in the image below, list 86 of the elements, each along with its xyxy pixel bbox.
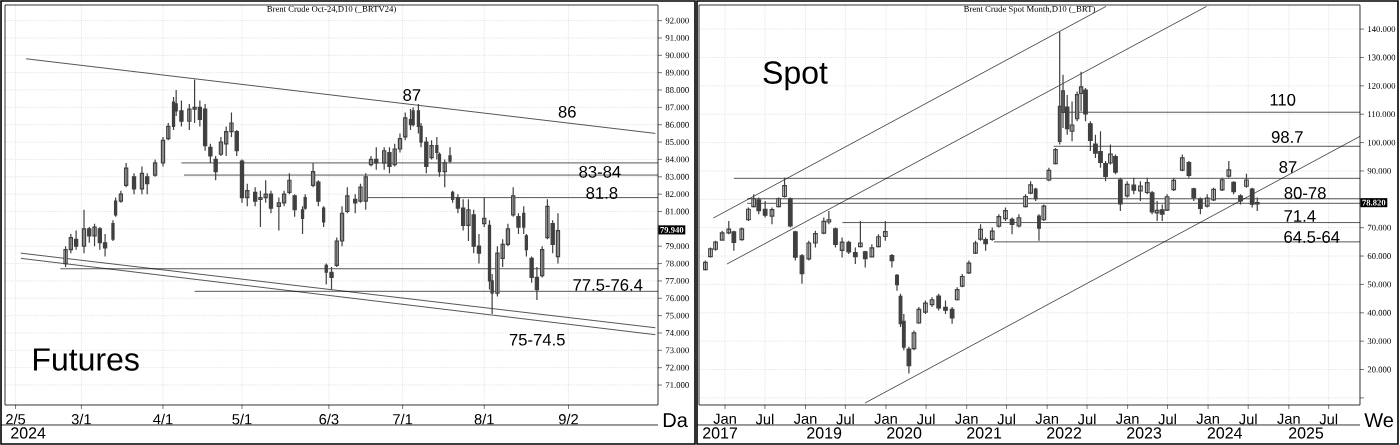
annotation: Spot [763, 61, 828, 91]
x-tick-label: Jan [793, 413, 817, 424]
text: 2022 [1047, 427, 1082, 439]
y-tick-label: 72.000 [665, 364, 689, 371]
annotation: 77.5-76.4 [573, 279, 643, 291]
y-tick-label: 73.000 [665, 347, 689, 354]
y-tick-label: 90.000 [665, 52, 689, 59]
x-tick-label: Jan [713, 413, 736, 424]
annotation: 87 [1279, 161, 1297, 173]
y-tick-label: 120.000 [1368, 82, 1396, 89]
y-tick-label: 87.000 [665, 104, 689, 111]
text: 2024 [1207, 427, 1243, 439]
x-tick-label: Jan [955, 413, 978, 424]
y-tick-label: 60.000 [1367, 253, 1391, 259]
x-tick-label: Jan [1277, 413, 1300, 424]
x-axis-title: We [1364, 413, 1394, 428]
x-tick-label: 4/1 [153, 413, 173, 425]
x-tick-label: Jul [1239, 413, 1257, 425]
annotation: 81.8 [586, 187, 618, 199]
text: 2024 [11, 427, 46, 439]
y-tick-label: 140.000 [1368, 26, 1396, 33]
x-tick-label: Jan [1116, 413, 1139, 424]
text: 2023 [1127, 427, 1162, 439]
y-tick-label: 130.000 [1368, 54, 1396, 61]
x-tick-label: Jul [916, 413, 935, 425]
annotation: 86 [558, 105, 576, 118]
text: 2025 [1289, 427, 1324, 439]
y-tick-label: 88.000 [665, 87, 689, 93]
y-tick-label: 85.000 [665, 139, 689, 146]
y-tick-label: 86.000 [665, 121, 689, 128]
chart-title: Brent Crude Oct-24,D10 (_BRTV24) [267, 5, 396, 14]
chart-title: Brent Crude Spot Month,D10 (_BRT) [963, 5, 1095, 14]
text: 2019 [807, 427, 842, 439]
x-tick-label: 7/1 [393, 413, 413, 425]
annotation: 98.7 [1271, 131, 1303, 143]
y-tick-label: 76.000 [665, 295, 689, 302]
annotation: 110 [1270, 93, 1296, 106]
y-tick-label: 71.000 [665, 382, 689, 388]
x-tick-label: Jul [836, 413, 854, 425]
x-tick-label: 3/1 [71, 413, 91, 425]
y-tick-label: 89.000 [665, 69, 689, 76]
x-tick-label: Jan [874, 413, 897, 424]
x-axis-title: Da [663, 413, 688, 428]
y-tick-label: 77.000 [665, 277, 689, 284]
y-tick-label: 83.000 [665, 173, 689, 180]
y-tick-label: 81.000 [665, 208, 689, 215]
x-tick-label: 2/5 [6, 413, 26, 425]
y-tick-label: 75.000 [665, 312, 689, 319]
y-tick-label: 30.000 [1367, 338, 1391, 345]
annotation: 71.4 [1284, 210, 1316, 222]
text: 2017 [703, 427, 738, 439]
y-tick-label: 20.000 [1367, 366, 1391, 373]
x-tick-label: 8/1 [474, 413, 494, 425]
x-tick-label: 5/1 [232, 413, 252, 425]
x-tick-label: Jul [1077, 413, 1096, 425]
annotation: 87 [403, 89, 421, 101]
annotation: 78.820 [1362, 199, 1386, 206]
y-tick-label: 91.000 [665, 35, 689, 41]
y-tick-label: 110.000 [1368, 111, 1395, 118]
y-tick-label: 82.000 [665, 191, 689, 198]
y-tick-label: 70.000 [1367, 224, 1391, 231]
y-tick-label: 50.000 [1367, 281, 1391, 288]
y-tick-label: 79.000 [665, 243, 689, 250]
y-tick-label: 78.000 [665, 260, 689, 267]
x-tick-label: 6/3 [319, 413, 339, 425]
x-tick-label: Jul [755, 413, 774, 425]
x-tick-label: Jul [1319, 413, 1338, 425]
y-tick-label: 40.000 [1367, 309, 1391, 316]
text: 2020 [887, 427, 922, 439]
annotation: 83-84 [579, 165, 621, 178]
x-tick-label: Jan [1035, 413, 1058, 424]
y-tick-label: 90.000 [1367, 168, 1391, 174]
annotation: 79.940 [660, 226, 684, 233]
x-tick-label: Jan [1196, 413, 1219, 424]
annotation: 75-74.5 [509, 333, 565, 346]
annotation: 64.5-64 [1284, 231, 1340, 243]
x-tick-label: Jul [1158, 413, 1176, 425]
text: 2021 [967, 427, 1002, 439]
y-tick-label: 100.000 [1368, 139, 1396, 146]
y-tick-label: 74.000 [665, 330, 689, 336]
annotation: Futures [34, 348, 139, 371]
y-tick-label: 84.000 [665, 156, 689, 163]
annotation: 80-78 [1284, 187, 1326, 199]
x-tick-label: Jul [997, 413, 1015, 425]
x-tick-label: 9/2 [558, 413, 578, 425]
y-tick-label: 92.000 [665, 17, 689, 24]
